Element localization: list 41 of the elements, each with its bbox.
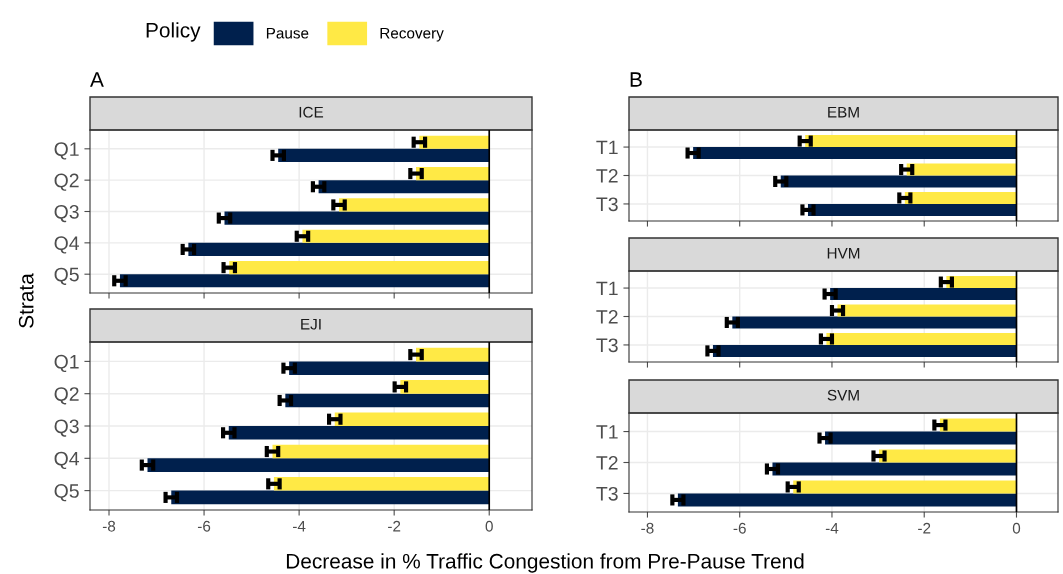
- y-tick-label: Q5: [54, 267, 79, 285]
- x-tick-label: -6: [197, 520, 211, 532]
- x-axis-title: Decrease in % Traffic Congestion from Pre-Pause Trend: [286, 553, 804, 573]
- y-tick-label: Q1: [54, 142, 79, 160]
- x-tick-label: -2: [918, 522, 931, 534]
- y-tick-label: Q1: [54, 354, 79, 373]
- text: B: [630, 72, 642, 87]
- x-tick-label: -8: [641, 522, 654, 534]
- x-tick-label: -6: [733, 522, 746, 534]
- legend-label: Pause: [266, 27, 309, 39]
- chart-title: HVM: [827, 247, 860, 259]
- chart-title: EJI: [301, 318, 321, 330]
- chart-title: EBM: [828, 106, 859, 118]
- y-tick-label: Q3: [54, 204, 79, 223]
- y-tick-label: Q4: [54, 236, 80, 254]
- y-tick-label: Q2: [54, 173, 79, 191]
- y-tick-label: Q3: [54, 419, 79, 437]
- text: A: [90, 72, 104, 87]
- x-tick-label: 0: [485, 520, 493, 532]
- y-tick-label: Q2: [54, 387, 79, 405]
- y-tick-label: T1: [596, 281, 618, 296]
- y-tick-label: Q4: [54, 451, 80, 470]
- x-tick-label: -2: [388, 520, 401, 532]
- y-tick-label: T3: [596, 338, 618, 353]
- y-tick-label: T2: [596, 309, 618, 324]
- legend-label: Recovery: [380, 27, 444, 42]
- y-tick-label: T3: [596, 486, 618, 501]
- x-tick-label: -4: [825, 522, 839, 534]
- y-tick-label: T1: [596, 140, 618, 155]
- y-tick-label: T2: [596, 455, 618, 470]
- legend-title: Policy: [146, 22, 201, 42]
- y-axis-title: Strata: [18, 273, 34, 328]
- y-tick-label: T1: [596, 425, 618, 439]
- x-tick-label: 0: [1012, 522, 1021, 534]
- y-tick-label: Q5: [54, 484, 79, 502]
- x-tick-label: -4: [293, 520, 306, 532]
- chart-title: ICE: [299, 106, 324, 118]
- y-tick-label: T2: [596, 168, 618, 183]
- x-tick-label: -8: [102, 520, 116, 532]
- chart-title: SVM: [827, 389, 859, 401]
- y-tick-label: T3: [596, 197, 618, 212]
